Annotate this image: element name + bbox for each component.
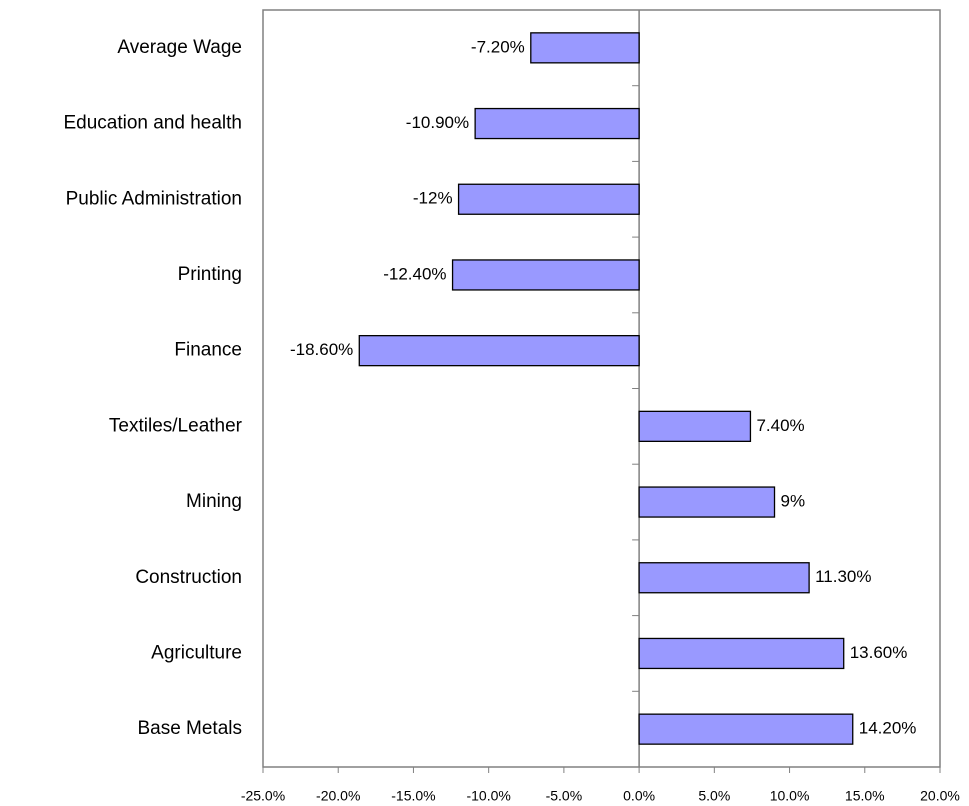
y-tick-label: Average Wage: [117, 37, 242, 58]
x-tick-label: 10.0%: [770, 788, 810, 804]
value-label: 14.20%: [859, 719, 917, 738]
x-tick-label: 5.0%: [698, 788, 730, 804]
y-tick-label: Textiles/Leather: [109, 415, 243, 436]
y-tick-label: Base Metals: [137, 718, 242, 739]
plot-area: [262, 9, 941, 768]
bar: [638, 486, 776, 518]
value-label: 11.30%: [815, 567, 871, 586]
value-label: 9%: [781, 492, 806, 511]
y-tick-label: Agriculture: [151, 642, 242, 663]
bar: [638, 713, 854, 745]
x-tick-label: 0.0%: [623, 788, 655, 804]
y-tick-label: Mining: [186, 491, 242, 512]
y-tick-label: Finance: [174, 340, 242, 361]
value-label: 13.60%: [850, 643, 908, 662]
x-tick-label: -25.0%: [241, 788, 285, 804]
x-tick-label: -15.0%: [391, 788, 435, 804]
x-tick-label: 20.0%: [920, 788, 960, 804]
bar: [638, 410, 752, 443]
value-label: -7.20%: [471, 37, 525, 56]
y-tick-label: Education and health: [63, 113, 242, 134]
bar: [474, 107, 640, 140]
bar: [358, 334, 640, 367]
y-tick-label: Construction: [135, 567, 242, 588]
value-label: 7.40%: [756, 416, 804, 435]
value-label: -12.40%: [383, 264, 446, 283]
y-tick-label: Public Administration: [66, 188, 242, 209]
value-label: -18.60%: [290, 340, 353, 359]
bar: [638, 637, 845, 670]
x-tick-label: -10.0%: [466, 788, 510, 804]
y-tick-label: Printing: [178, 264, 242, 285]
value-label: -10.90%: [406, 113, 469, 132]
bar: [638, 562, 810, 594]
x-tick-label: -20.0%: [316, 788, 360, 804]
x-tick-label: 15.0%: [845, 788, 885, 804]
bar: [451, 259, 640, 291]
value-label: -12%: [413, 189, 453, 208]
bar: [457, 183, 640, 215]
x-tick-label: -5.0%: [546, 788, 583, 804]
bar: [530, 32, 640, 64]
